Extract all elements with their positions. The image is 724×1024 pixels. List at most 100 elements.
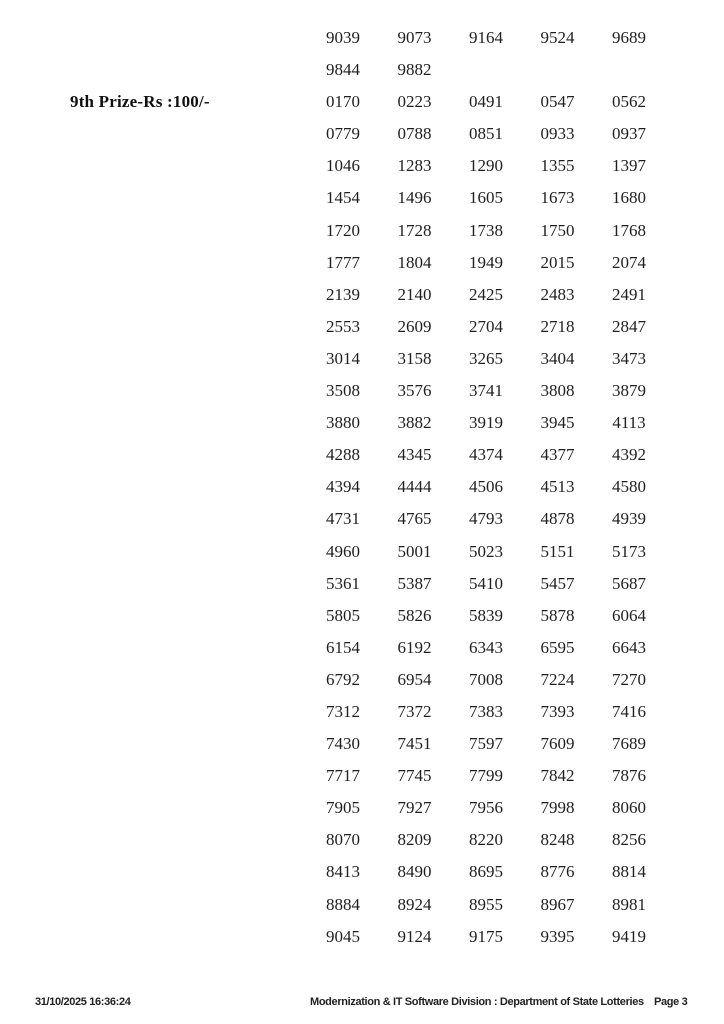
result-number: 8884 [326, 894, 360, 914]
result-number: 4444 [397, 477, 432, 497]
result-number: 3808 [540, 381, 575, 401]
result-number: 7745 [397, 766, 432, 786]
result-row: 6154 6192 6343 6595 6643 [0, 632, 724, 664]
result-number: 8776 [540, 862, 575, 882]
result-number: 5151 [540, 541, 575, 561]
result-row: 3880 3882 3919 3945 4113 [0, 407, 724, 439]
result-number: 0491 [469, 92, 503, 112]
result-number: 7998 [540, 798, 575, 818]
result-number: 8256 [612, 830, 646, 850]
result-number: 7224 [540, 669, 575, 689]
result-row: 7905 7927 7956 7998 8060 [0, 792, 724, 824]
result-number: 6192 [397, 637, 432, 657]
result-number: 4731 [326, 509, 360, 529]
result-number: 1046 [326, 156, 360, 176]
result-number: 9689 [612, 28, 646, 47]
result-number: 1777 [326, 252, 360, 272]
result-number: 7842 [540, 766, 575, 786]
result-number: 5023 [469, 541, 503, 561]
result-number: 5173 [612, 541, 646, 561]
result-number: 7416 [612, 701, 646, 721]
result-row: 1454 1496 1605 1673 1680 [0, 182, 724, 214]
result-number: 7451 [397, 734, 432, 754]
result-number: 2553 [326, 316, 360, 336]
result-number: 1673 [540, 188, 575, 208]
result-number: 1283 [397, 156, 432, 176]
result-number: 6595 [540, 637, 575, 657]
result-row: 7717 7745 7799 7842 7876 [0, 760, 724, 792]
result-number: 1496 [397, 188, 432, 208]
result-number: 4288 [326, 445, 360, 465]
result-number: 6064 [612, 605, 646, 625]
result-row: 9th Prize-Rs :100/- 0170 0223 0491 0547 0562 [0, 86, 724, 118]
prize-label: 9th Prize-Rs :100/- [70, 92, 210, 112]
result-row: 4394 4444 4506 4513 4580 [0, 471, 724, 503]
result-number: 2609 [397, 316, 432, 336]
result-number: 0223 [397, 92, 432, 112]
result-number: 1680 [612, 188, 646, 208]
result-number: 8220 [469, 830, 503, 850]
result-number: 2483 [540, 284, 575, 304]
result-number: 3741 [469, 381, 503, 401]
result-number: 1750 [540, 220, 575, 240]
result-number: 8967 [540, 894, 575, 914]
result-number: 2425 [469, 284, 503, 304]
result-number: 7430 [326, 734, 360, 754]
result-row: 9045 9124 9175 9395 9419 [0, 921, 724, 953]
result-row: 3508 3576 3741 3808 3879 [0, 375, 724, 407]
result-number: 3880 [326, 413, 360, 433]
result-number: 4377 [540, 445, 575, 465]
result-number: 4939 [612, 509, 646, 529]
result-number: 3404 [540, 348, 575, 368]
result-row: 8884 8924 8955 8967 8981 [0, 889, 724, 921]
result-number: 4793 [469, 509, 503, 529]
result-number: 7393 [540, 701, 575, 721]
result-number: 3473 [612, 348, 646, 368]
result-row: 9844 9882 [0, 54, 724, 86]
result-number: 2015 [540, 252, 575, 272]
result-number: 7799 [469, 766, 503, 786]
result-row: 9039 9073 9164 9524 9689 [0, 22, 724, 54]
result-number: 5410 [469, 573, 503, 593]
result-number: 8413 [326, 862, 360, 882]
result-number: 1738 [469, 220, 503, 240]
result-number: 1949 [469, 252, 503, 272]
result-number: 7609 [540, 734, 575, 754]
result-number: 8070 [326, 830, 360, 850]
result-row: 2553 2609 2704 2718 2847 [0, 311, 724, 343]
result-number: 5878 [540, 605, 575, 625]
result-number: 9844 [326, 60, 360, 80]
result-number: 5839 [469, 605, 503, 625]
page-footer: 31/10/2025 16:36:24 Modernization & IT S… [0, 996, 724, 1012]
result-number: 7597 [469, 734, 503, 754]
footer-page-number: Page 3 [654, 996, 688, 1008]
result-number: 5361 [326, 573, 360, 593]
result-number: 9073 [397, 28, 432, 47]
result-number: 4765 [397, 509, 432, 529]
result-number: 9045 [326, 926, 360, 946]
results-table: 9039 9073 9164 9524 9689 9844 9882 9th Prize-Rs… [0, 22, 724, 953]
result-row: 1720 1728 1738 1750 1768 [0, 215, 724, 247]
result-number: 3882 [397, 413, 432, 433]
result-number: 3879 [612, 381, 646, 401]
result-number: 8209 [397, 830, 432, 850]
result-number: 5826 [397, 605, 432, 625]
result-number: 9524 [540, 28, 575, 47]
result-number: 2718 [540, 316, 575, 336]
result-number: 8060 [612, 798, 646, 818]
result-row: 5361 5387 5410 5457 5687 [0, 568, 724, 600]
result-number: 1768 [612, 220, 646, 240]
result-number: 4392 [612, 445, 646, 465]
result-number: 9124 [397, 926, 432, 946]
result-number: 4878 [540, 509, 575, 529]
result-number: 7876 [612, 766, 646, 786]
result-number: 6954 [397, 669, 432, 689]
result-number: 7905 [326, 798, 360, 818]
result-number: 2847 [612, 316, 646, 336]
result-number: 4513 [540, 477, 575, 497]
result-number: 2491 [612, 284, 646, 304]
footer-date: 31/10/2025 16:36:24 [35, 996, 131, 1008]
result-number: 1290 [469, 156, 503, 176]
result-number: 7383 [469, 701, 503, 721]
